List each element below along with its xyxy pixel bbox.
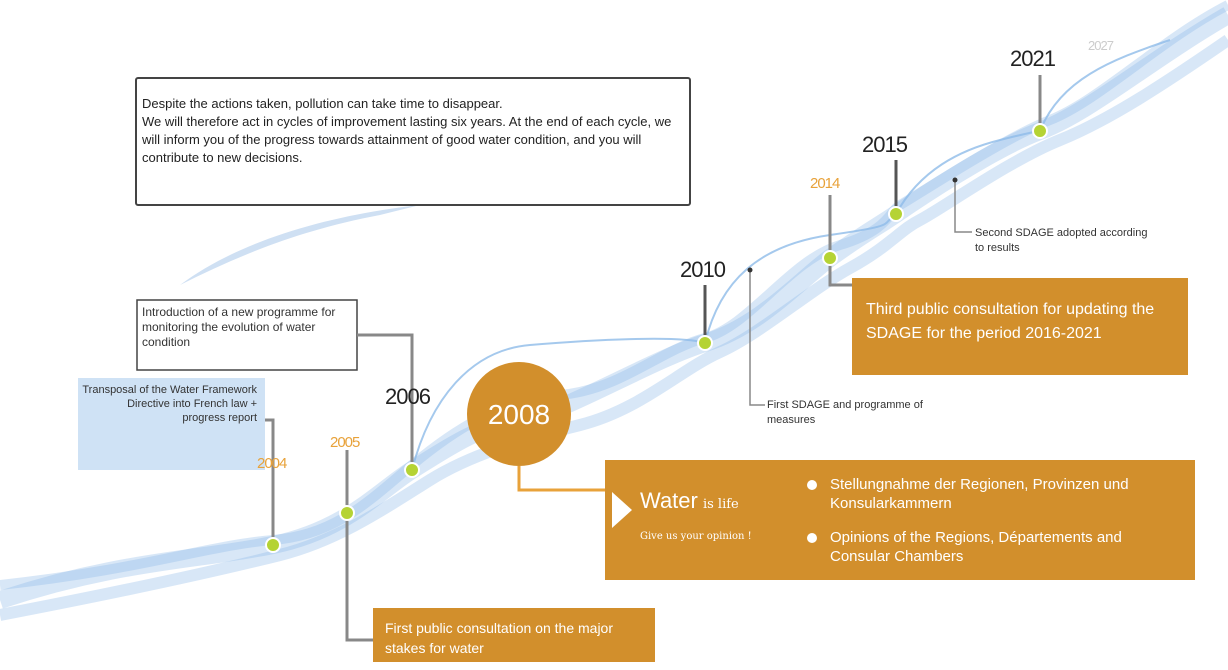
connector-2008: [519, 466, 605, 490]
year-label: 2014: [810, 175, 839, 192]
ghost-ribbon: [180, 205, 420, 285]
note: Second SDAGE adopted according to result…: [975, 226, 1155, 256]
slogan-water: Water: [640, 488, 698, 513]
note: Transposal of the Water Framework Direct…: [82, 383, 257, 425]
page: 2008 Despite the actions taken, pollutio…: [0, 0, 1228, 670]
year-label: 2021: [1010, 46, 1055, 72]
year-label: 2027: [1088, 38, 1113, 53]
intro-line: Despite the actions taken, pollution can…: [142, 95, 682, 113]
year-label: 2005: [330, 434, 359, 451]
slogan: Water is life: [640, 488, 739, 514]
bullet: [807, 533, 817, 543]
bullet-text: Opinions of the Regions, Départements an…: [830, 528, 1180, 566]
note: First SDAGE and programme of measures: [767, 398, 947, 428]
marker: [748, 268, 753, 273]
slogan-sub: Give us your opinion !: [640, 531, 752, 542]
year-label: 2006: [385, 384, 430, 410]
bullet-text: Stellungnahme der Regionen, Provinzen un…: [830, 475, 1180, 513]
intro-line: We will therefore act in cycles of impro…: [142, 113, 682, 167]
year-2008: 2008: [488, 399, 550, 430]
note-box: First public consultation on the major s…: [373, 608, 655, 662]
intro-text: Despite the actions taken, pollution can…: [142, 95, 682, 167]
year-label: 2010: [680, 257, 725, 283]
note-box: Third public consultation for updating t…: [852, 278, 1188, 375]
year-label: 2004: [257, 455, 286, 472]
slogan-life: is life: [703, 497, 739, 512]
note: Introduction of a new programme for moni…: [142, 305, 357, 350]
bullet: [807, 480, 817, 490]
year-label: 2015: [862, 132, 907, 158]
marker: [953, 178, 958, 183]
